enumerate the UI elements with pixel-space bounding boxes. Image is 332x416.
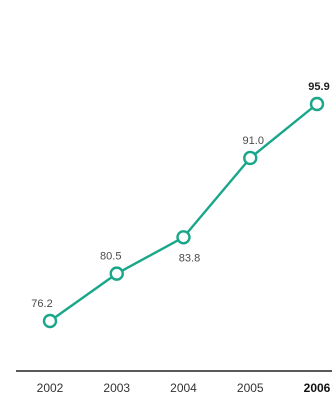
x-tick-label-2005: 2005: [237, 381, 264, 395]
x-tick-label-2006: 2006: [304, 381, 331, 395]
data-point-2004: [176, 230, 191, 245]
x-tick-label-2004: 2004: [170, 381, 197, 395]
data-point-2002: [42, 313, 58, 329]
data-label-2005: 91.0: [243, 135, 264, 147]
data-point-2005: [243, 150, 258, 166]
x-tick-label-2002: 2002: [37, 381, 64, 395]
data-label-2003: 80.5: [100, 251, 121, 263]
x-tick-label-2003: 2003: [103, 381, 130, 395]
data-label-2006: 95.9: [308, 81, 329, 93]
data-label-2002: 76.2: [31, 298, 52, 310]
series-group: 76.2 80.5 83.8 91.0 95.9: [31, 81, 330, 329]
x-axis-ticks: 2002 2003 2004 2005 2006: [37, 381, 331, 395]
data-point-2006: [309, 96, 325, 112]
series-line: [49, 103, 318, 322]
data-point-2003: [109, 266, 124, 281]
data-label-2004: 83.8: [179, 252, 200, 264]
